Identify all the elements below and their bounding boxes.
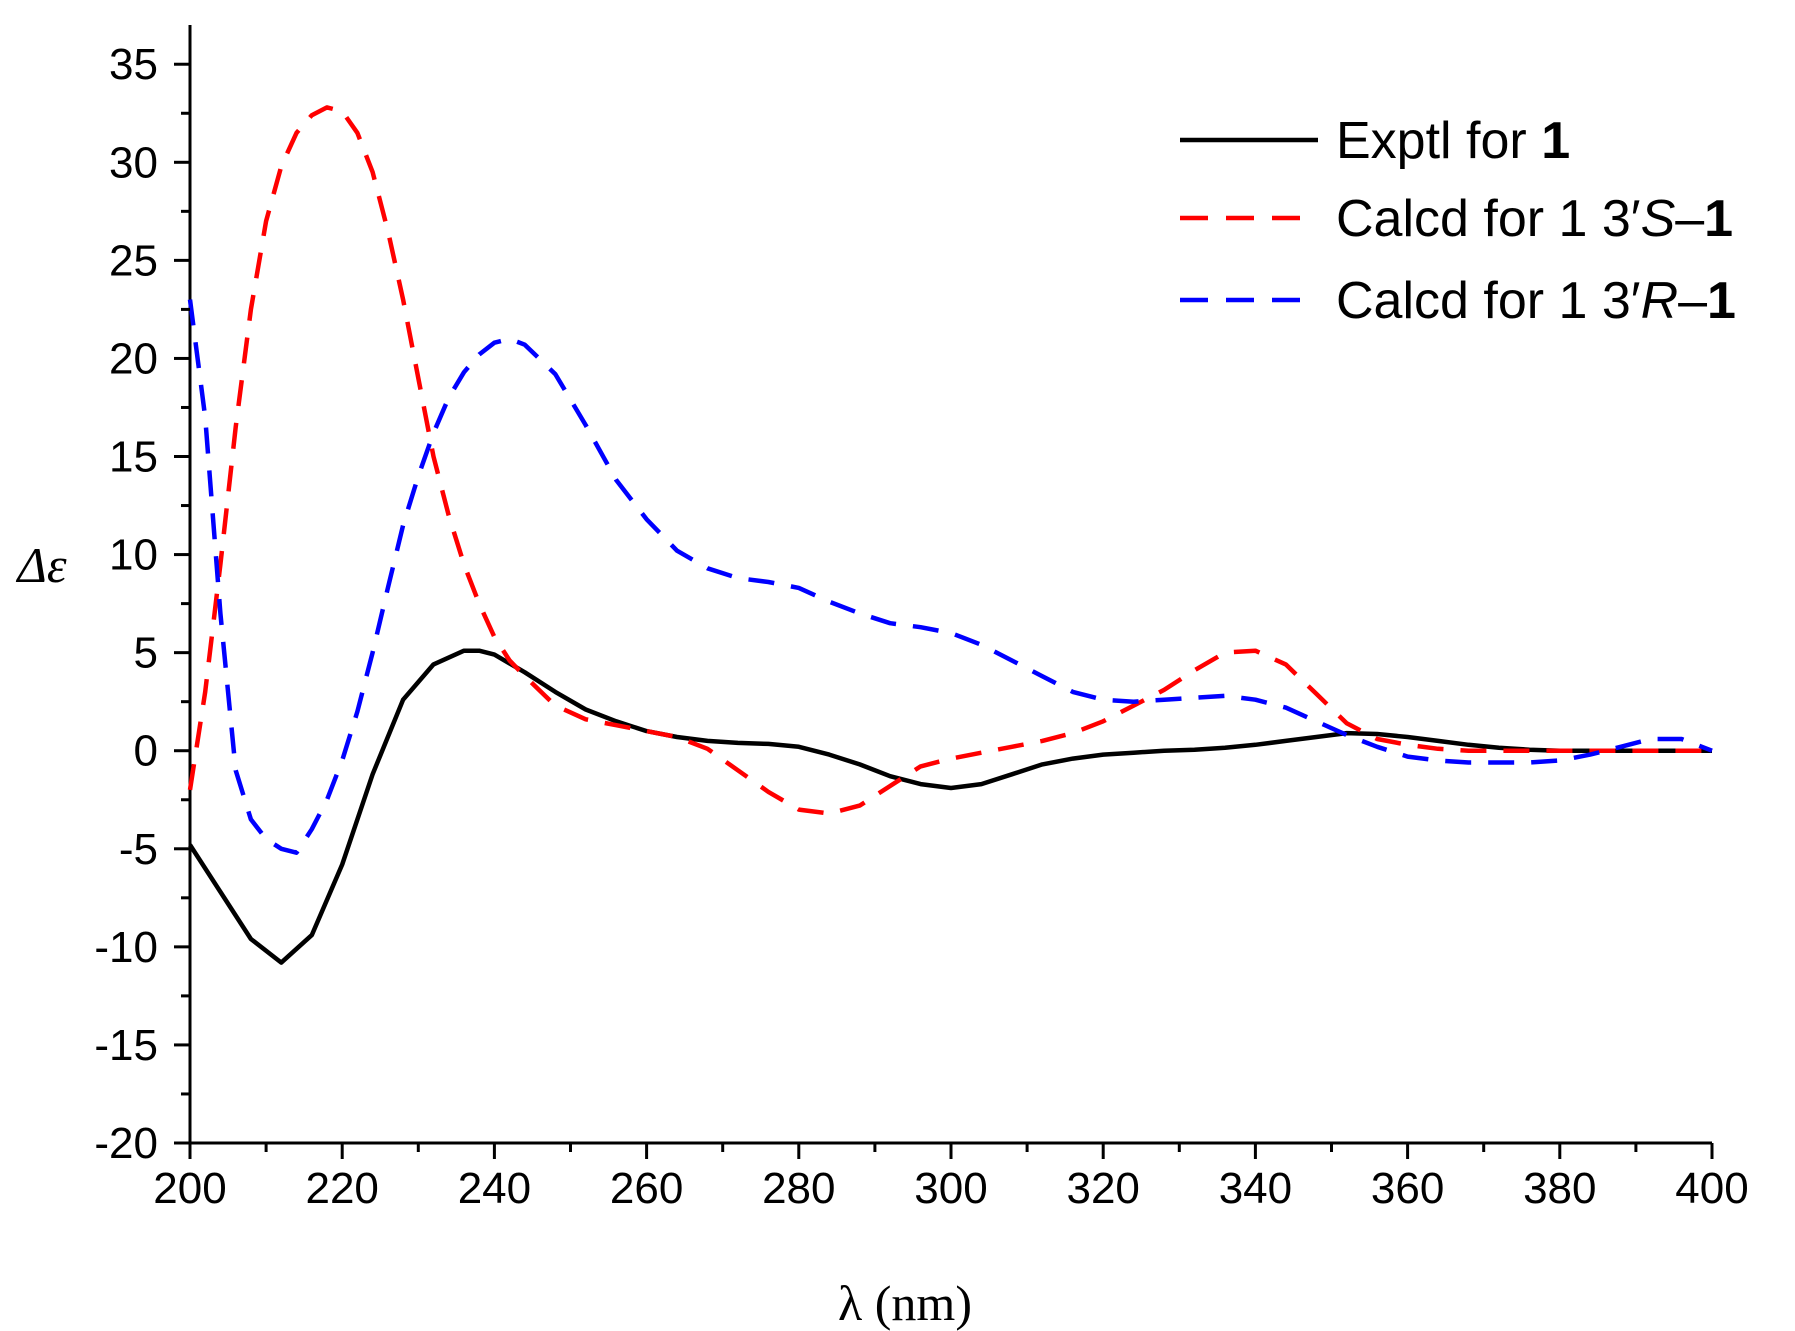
y-tick-label: 15 (109, 433, 158, 482)
x-axis-title: λ (nm) (838, 1275, 972, 1331)
y-tick-label: -10 (94, 923, 158, 972)
x-tick-label: 240 (458, 1164, 531, 1213)
x-tick-label: 340 (1219, 1164, 1292, 1213)
legend-text-prefix: Exptl for (1336, 112, 1541, 170)
x-tick-label: 280 (762, 1164, 835, 1213)
y-tick-label: 30 (109, 138, 158, 187)
x-tick-label: 400 (1675, 1164, 1748, 1213)
y-axis-ticks: -20 -15 -10 -5 0 5 10 15 20 25 30 35 (94, 40, 190, 1168)
y-tick-label: 10 (109, 531, 158, 580)
y-tick-label: 25 (109, 236, 158, 285)
series-line-3 (187, 299, 1713, 855)
y-tick-label: -15 (94, 1021, 158, 1070)
x-tick-label: 260 (610, 1164, 683, 1213)
y-tick-label: 5 (134, 629, 158, 678)
legend-text-bold: 1 (1541, 112, 1570, 170)
x-tick-label: 300 (914, 1164, 987, 1213)
x-tick-label: 200 (153, 1164, 226, 1213)
x-axis-ticks: 200 220 240 260 280 300 320 340 360 380 400 (153, 1143, 1749, 1213)
legend-text-bold: 1 (1707, 272, 1736, 330)
legend-label-2: Calcd for 1 3′S–1 (1336, 190, 1733, 248)
x-tick-label: 320 (1066, 1164, 1139, 1213)
legend-text-prefix: Calcd for 1 3′ (1336, 272, 1641, 330)
y-tick-label: 20 (109, 334, 158, 383)
series-layer (187, 105, 1713, 965)
legend-text-prefix: Calcd for 1 3′ (1336, 190, 1641, 248)
y-tick-label: 0 (134, 727, 158, 776)
x-tick-label: 360 (1371, 1164, 1444, 1213)
y-axis-title: Δε (15, 537, 66, 593)
y-tick-label: -5 (119, 825, 158, 874)
y-tick-label: -20 (94, 1119, 158, 1168)
legend-label-3: Calcd for 1 3′R–1 (1336, 272, 1736, 330)
legend-text-italic: R (1641, 272, 1679, 330)
x-tick-label: 380 (1523, 1164, 1596, 1213)
y-tick-label: 35 (109, 40, 158, 89)
x-tick-label: 220 (305, 1164, 378, 1213)
legend-label-1: Exptl for 1 (1336, 112, 1570, 170)
series-line-1 (188, 648, 1712, 965)
legend-text-suffix: – (1678, 272, 1707, 330)
legend-text-suffix: – (1675, 190, 1704, 248)
legend-text-bold: 1 (1704, 190, 1733, 248)
legend-text-italic: S (1641, 190, 1676, 248)
